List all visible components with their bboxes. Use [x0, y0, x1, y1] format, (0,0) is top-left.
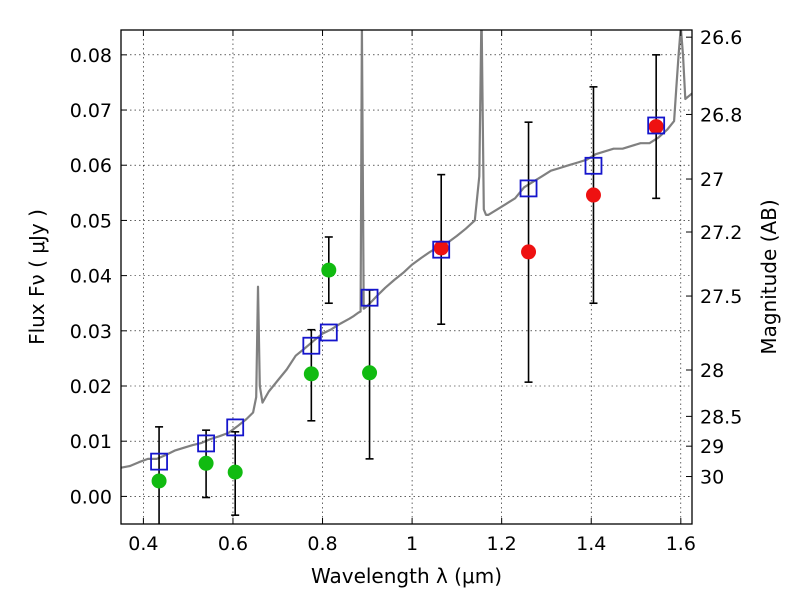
- x-tick-label: 0.4: [128, 533, 158, 555]
- x-tick-label: 1: [406, 533, 418, 555]
- model-points: [150, 116, 666, 471]
- model-square: [302, 336, 321, 355]
- right-tick-label: 26.8: [700, 104, 742, 126]
- y-tick-label: 0.03: [70, 321, 112, 343]
- y-axis-title: Flux Fν ( μJy ): [25, 209, 49, 345]
- x-axis-title: Wavelength λ (μm): [311, 564, 502, 588]
- model-square: [519, 179, 538, 198]
- green-point: [303, 366, 319, 382]
- y-tick-label: 0.06: [70, 155, 112, 177]
- green-point: [227, 464, 243, 480]
- red-point: [433, 240, 449, 256]
- axis-ticks: [121, 30, 692, 524]
- right-tick-label: 27: [700, 169, 724, 191]
- y-tick-label: 0.04: [70, 266, 112, 288]
- y-tick-label: 0.07: [70, 100, 112, 122]
- red-point: [585, 187, 601, 203]
- y-tick-label: 0.08: [70, 45, 112, 67]
- right-tick-label: 27.2: [700, 222, 742, 244]
- y-tick-label: 0.00: [70, 486, 112, 508]
- model-square: [360, 288, 379, 307]
- tick-labels: 0.4 0.6 0.8 1 1.2 1.4 1.6 0.00 0.01 0.02 0.03 0.04 0…: [70, 27, 743, 555]
- y-tick-label: 0.05: [70, 210, 112, 232]
- plot-frame: [120, 29, 693, 525]
- spectrum-series: [121, 30, 692, 469]
- right-tick-label: 30: [700, 467, 724, 489]
- right-tick-label: 26.6: [700, 27, 742, 49]
- green-point: [362, 365, 378, 381]
- green-point: [198, 455, 214, 471]
- right-tick-label: 28: [700, 360, 724, 382]
- model-square: [197, 434, 215, 453]
- model-square: [150, 452, 168, 471]
- model-square: [226, 418, 245, 437]
- model-square: [432, 240, 451, 259]
- green-point: [321, 262, 337, 278]
- data-points: [151, 119, 664, 489]
- x-tick-label: 0.6: [218, 533, 248, 555]
- right-tick-label: 27.5: [700, 286, 742, 308]
- red-point: [521, 244, 537, 260]
- x-tick-label: 1.6: [666, 533, 696, 555]
- right-tick-label: 29: [700, 436, 724, 458]
- right-tick-label: 28.5: [700, 406, 742, 428]
- model-square: [584, 156, 603, 175]
- x-tick-label: 0.8: [307, 533, 337, 555]
- spectrum-line: [121, 30, 692, 469]
- x-tick-label: 1.4: [576, 533, 606, 555]
- x-tick-label: 1.2: [487, 533, 517, 555]
- grid-lines: [121, 30, 692, 524]
- y-tick-label: 0.02: [70, 376, 112, 398]
- y-tick-label: 0.01: [70, 431, 112, 453]
- model-square: [647, 116, 666, 135]
- red-point: [648, 119, 664, 135]
- right-axis-title: Magnitude (AB): [757, 199, 781, 354]
- model-square: [319, 323, 338, 342]
- green-point: [151, 473, 167, 489]
